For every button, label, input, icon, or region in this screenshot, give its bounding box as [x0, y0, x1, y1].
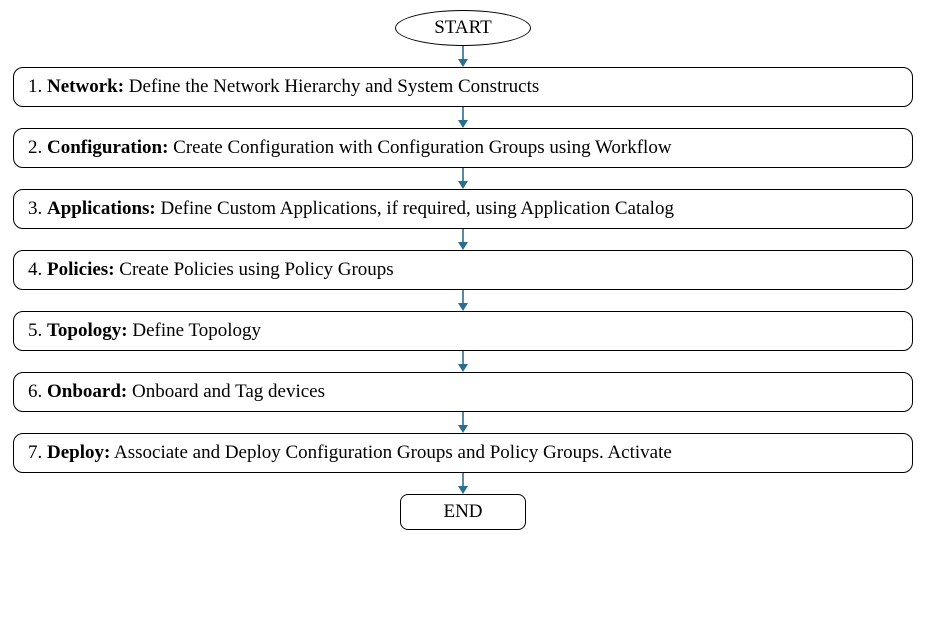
step-5: 5. Topology: Define Topology	[13, 311, 913, 351]
terminal-end-label: END	[443, 501, 482, 522]
flowchart-container: START 1. Network: Define the Network Hie…	[13, 10, 913, 530]
terminal-start: START	[395, 10, 531, 46]
step-desc: Associate and Deploy Configuration Group…	[114, 442, 672, 463]
step-desc: Define the Network Hierarchy and System …	[129, 76, 540, 97]
arrow	[458, 46, 468, 67]
step-num: 1.	[28, 76, 42, 97]
step-title: Deploy:	[47, 442, 110, 463]
step-title: Network:	[47, 76, 124, 97]
step-desc: Onboard and Tag devices	[132, 381, 325, 402]
step-title: Configuration:	[47, 137, 168, 158]
step-num: 3.	[28, 198, 42, 219]
arrow	[458, 229, 468, 250]
step-3: 3. Applications: Define Custom Applicati…	[13, 189, 913, 229]
step-desc: Create Configuration with Configuration …	[173, 137, 671, 158]
step-2: 2. Configuration: Create Configuration w…	[13, 128, 913, 168]
step-desc: Define Custom Applications, if required,…	[161, 198, 674, 219]
step-7: 7. Deploy: Associate and Deploy Configur…	[13, 433, 913, 473]
step-title: Applications:	[47, 198, 156, 219]
step-num: 5.	[28, 320, 42, 341]
arrow	[458, 107, 468, 128]
step-num: 6.	[28, 381, 42, 402]
step-6: 6. Onboard: Onboard and Tag devices	[13, 372, 913, 412]
step-desc: Define Topology	[132, 320, 261, 341]
terminal-start-label: START	[434, 17, 492, 38]
step-num: 4.	[28, 259, 42, 280]
step-4: 4. Policies: Create Policies using Polic…	[13, 250, 913, 290]
step-desc: Create Policies using Policy Groups	[119, 259, 393, 280]
arrow	[458, 168, 468, 189]
terminal-end: END	[400, 494, 525, 530]
arrow	[458, 290, 468, 311]
step-title: Onboard:	[47, 381, 127, 402]
step-num: 7.	[28, 442, 42, 463]
step-title: Policies:	[47, 259, 115, 280]
step-title: Topology:	[47, 320, 128, 341]
arrow	[458, 351, 468, 372]
step-1: 1. Network: Define the Network Hierarchy…	[13, 67, 913, 107]
arrow	[458, 473, 468, 494]
step-num: 2.	[28, 137, 42, 158]
arrow	[458, 412, 468, 433]
